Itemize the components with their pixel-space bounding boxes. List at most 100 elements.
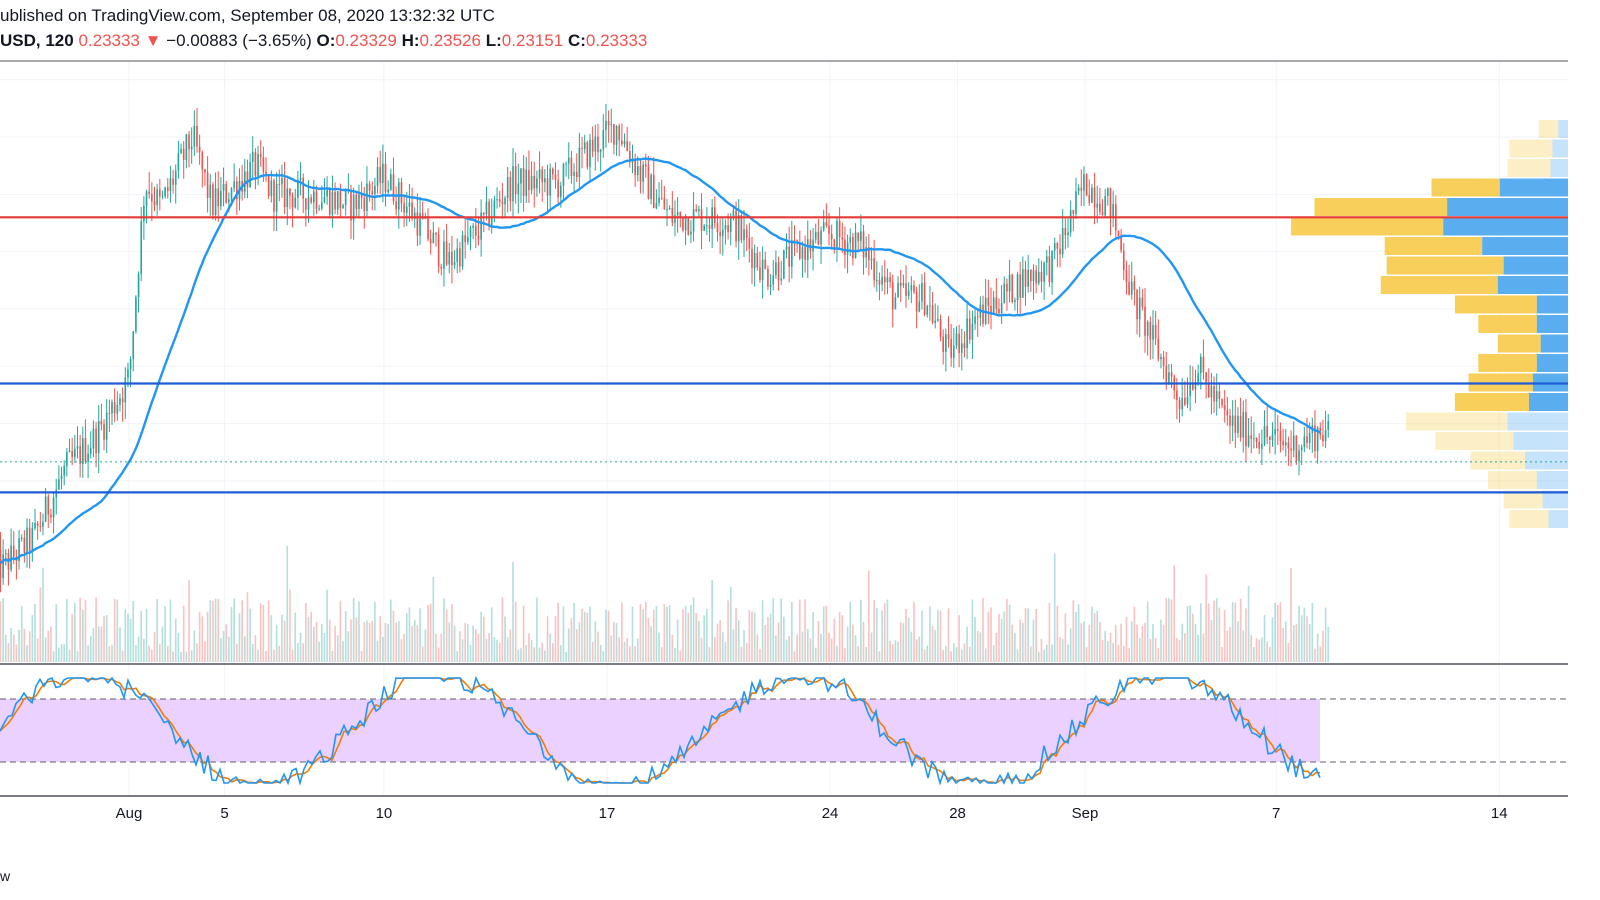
candle[interactable] — [1133, 275, 1136, 306]
candle[interactable] — [18, 529, 20, 570]
candle[interactable] — [23, 530, 26, 563]
candle[interactable] — [554, 162, 557, 189]
candle[interactable] — [875, 261, 878, 292]
candle[interactable] — [1030, 269, 1032, 293]
candle[interactable] — [504, 195, 506, 218]
candle[interactable] — [448, 242, 451, 274]
candle[interactable] — [392, 157, 395, 205]
candle[interactable] — [1006, 278, 1008, 311]
candle[interactable] — [517, 163, 520, 214]
candle[interactable] — [830, 224, 833, 250]
candle[interactable] — [443, 229, 445, 287]
candle[interactable] — [390, 168, 392, 192]
candle[interactable] — [395, 186, 397, 216]
candle[interactable] — [1205, 372, 1207, 399]
candle[interactable] — [119, 393, 121, 412]
candle[interactable] — [1130, 261, 1133, 300]
candle[interactable] — [217, 171, 220, 222]
candle[interactable] — [666, 198, 668, 227]
candle[interactable] — [581, 137, 583, 169]
candle[interactable] — [254, 148, 257, 190]
candle[interactable] — [1085, 173, 1088, 197]
candle[interactable] — [429, 229, 432, 255]
candle[interactable] — [1109, 187, 1112, 236]
candle[interactable] — [501, 183, 504, 219]
candle[interactable] — [836, 216, 838, 263]
candle[interactable] — [1144, 287, 1146, 353]
candle[interactable] — [857, 232, 860, 253]
candle[interactable] — [613, 124, 615, 155]
candle[interactable] — [289, 188, 291, 210]
candle[interactable] — [1056, 241, 1059, 268]
candle[interactable] — [1231, 400, 1234, 442]
candle[interactable] — [950, 323, 952, 367]
candle[interactable] — [660, 179, 663, 200]
candle[interactable] — [881, 265, 883, 292]
candle[interactable] — [990, 287, 992, 330]
candle[interactable] — [246, 159, 249, 199]
candle[interactable] — [698, 205, 700, 218]
candle[interactable] — [748, 222, 751, 263]
horizontal-levels[interactable] — [0, 216, 1568, 494]
candle[interactable] — [1314, 410, 1316, 459]
candle[interactable] — [775, 250, 777, 279]
candle[interactable] — [1000, 284, 1003, 324]
candle[interactable] — [1271, 422, 1274, 447]
candle[interactable] — [525, 156, 528, 204]
candle[interactable] — [1194, 369, 1197, 404]
candle[interactable] — [1099, 187, 1101, 215]
candle[interactable] — [968, 310, 971, 344]
candle[interactable] — [1202, 339, 1205, 380]
candle[interactable] — [374, 177, 376, 211]
candle[interactable] — [769, 274, 772, 295]
candle[interactable] — [1229, 408, 1231, 444]
candle[interactable] — [921, 274, 923, 310]
candle[interactable] — [785, 233, 788, 259]
candle[interactable] — [84, 419, 87, 464]
candle[interactable] — [711, 199, 713, 249]
candle[interactable] — [541, 166, 544, 202]
candle[interactable] — [1016, 271, 1019, 314]
candle[interactable] — [368, 180, 371, 202]
candle[interactable] — [116, 391, 119, 421]
candle[interactable] — [716, 214, 719, 242]
candle[interactable] — [626, 126, 629, 152]
candle[interactable] — [809, 230, 812, 259]
candle[interactable] — [496, 187, 498, 209]
candle[interactable] — [902, 274, 905, 288]
candle[interactable] — [1287, 436, 1290, 466]
candle[interactable] — [1043, 261, 1045, 301]
candle[interactable] — [684, 214, 687, 246]
candle[interactable] — [44, 487, 47, 523]
candle[interactable] — [10, 528, 12, 573]
candle[interactable] — [1064, 217, 1067, 250]
candle[interactable] — [929, 286, 931, 321]
candle[interactable] — [251, 136, 254, 179]
candle[interactable] — [623, 133, 626, 148]
candle[interactable] — [804, 235, 806, 273]
candle[interactable] — [1215, 373, 1218, 416]
candle[interactable] — [963, 331, 966, 358]
candle[interactable] — [275, 172, 278, 232]
candle[interactable] — [334, 182, 336, 215]
candle[interactable] — [87, 444, 89, 479]
candle[interactable] — [384, 151, 387, 207]
candle[interactable] — [366, 166, 368, 219]
candle[interactable] — [756, 246, 759, 271]
candle[interactable] — [740, 211, 743, 244]
candle[interactable] — [135, 295, 137, 334]
candle[interactable] — [15, 549, 18, 580]
candle[interactable] — [820, 226, 822, 264]
candle[interactable] — [913, 280, 915, 294]
candle[interactable] — [1152, 310, 1154, 360]
candle[interactable] — [767, 265, 769, 291]
candle[interactable] — [34, 508, 36, 531]
candle[interactable] — [1322, 419, 1324, 447]
candle[interactable] — [294, 188, 297, 209]
candle[interactable] — [1072, 209, 1075, 232]
candle[interactable] — [652, 157, 655, 209]
candle[interactable] — [1053, 237, 1056, 260]
candle[interactable] — [1213, 376, 1215, 414]
candle[interactable] — [897, 276, 899, 298]
